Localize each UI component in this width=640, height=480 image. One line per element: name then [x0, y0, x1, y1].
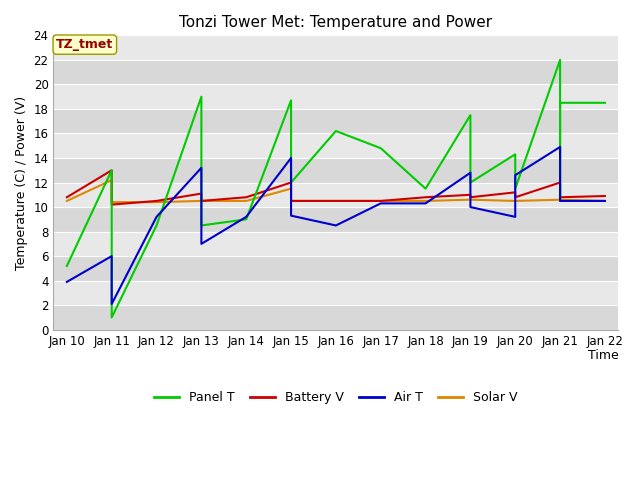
Text: TZ_tmet: TZ_tmet	[56, 38, 113, 51]
Air T	[556, 198, 564, 204]
Battery V	[556, 180, 564, 185]
Bar	[53, 158, 618, 182]
Battery V	[377, 198, 385, 204]
Panel T	[556, 57, 564, 63]
Panel T	[511, 151, 519, 157]
Battery V	[467, 194, 474, 200]
Panel T	[108, 168, 116, 173]
Air T	[108, 253, 116, 259]
Air T	[601, 198, 609, 204]
Panel T	[287, 180, 295, 185]
Air T	[287, 155, 295, 161]
X-axis label: Time: Time	[588, 349, 618, 362]
Battery V	[243, 194, 250, 200]
Solar V	[601, 198, 609, 204]
Solar V	[287, 186, 295, 192]
Bar	[53, 36, 618, 60]
Panel T	[287, 97, 295, 103]
Panel T	[198, 116, 205, 121]
Bar	[53, 305, 618, 330]
Battery V	[287, 181, 295, 187]
Legend: Panel T, Battery V, Air T, Solar V: Panel T, Battery V, Air T, Solar V	[150, 386, 522, 409]
Solar V	[153, 199, 161, 205]
Solar V	[63, 198, 70, 204]
Panel T	[108, 314, 116, 320]
Panel T	[422, 186, 429, 192]
Air T	[467, 204, 474, 210]
Battery V	[601, 193, 609, 199]
Panel T	[556, 100, 564, 106]
Panel T	[467, 112, 474, 118]
Battery V	[511, 190, 519, 195]
Battery V	[511, 194, 519, 200]
Panel T	[198, 223, 205, 228]
Panel T	[332, 128, 340, 134]
Panel T	[556, 198, 564, 204]
Panel T	[287, 137, 295, 143]
Air T	[108, 301, 116, 307]
Battery V	[108, 168, 116, 173]
Solar V	[556, 197, 564, 203]
Air T	[422, 201, 429, 206]
Solar V	[467, 197, 474, 203]
Solar V	[332, 198, 340, 204]
Bar	[53, 182, 618, 207]
Battery V	[467, 192, 474, 198]
Air T	[287, 213, 295, 218]
Line: Air T: Air T	[67, 147, 605, 304]
Battery V	[556, 194, 564, 200]
Air T	[198, 165, 205, 171]
Y-axis label: Temperature (C) / Power (V): Temperature (C) / Power (V)	[15, 96, 28, 270]
Air T	[153, 214, 161, 220]
Bar	[53, 231, 618, 256]
Bar	[53, 133, 618, 158]
Bar	[53, 281, 618, 305]
Bar	[53, 84, 618, 109]
Line: Battery V: Battery V	[67, 170, 605, 204]
Bar	[53, 256, 618, 281]
Battery V	[153, 198, 161, 204]
Air T	[63, 279, 70, 285]
Bar	[53, 109, 618, 133]
Battery V	[63, 194, 70, 200]
Solar V	[287, 187, 295, 193]
Solar V	[422, 198, 429, 204]
Bar	[53, 207, 618, 231]
Panel T	[243, 216, 250, 222]
Panel T	[153, 223, 161, 228]
Battery V	[422, 194, 429, 200]
Battery V	[287, 180, 295, 185]
Battery V	[287, 198, 295, 204]
Air T	[243, 214, 250, 220]
Solar V	[108, 177, 116, 183]
Solar V	[377, 198, 385, 204]
Battery V	[332, 198, 340, 204]
Air T	[198, 241, 205, 247]
Battery V	[198, 198, 205, 204]
Panel T	[198, 94, 205, 99]
Air T	[287, 171, 295, 177]
Panel T	[377, 145, 385, 151]
Bar	[53, 60, 618, 84]
Air T	[511, 172, 519, 178]
Title: Tonzi Tower Met: Temperature and Power: Tonzi Tower Met: Temperature and Power	[179, 15, 492, 30]
Air T	[377, 201, 385, 206]
Air T	[467, 170, 474, 176]
Battery V	[108, 202, 116, 207]
Air T	[511, 214, 519, 220]
Panel T	[511, 186, 519, 192]
Air T	[556, 144, 564, 150]
Solar V	[198, 198, 205, 204]
Solar V	[108, 199, 116, 205]
Panel T	[63, 263, 70, 269]
Line: Panel T: Panel T	[67, 60, 605, 317]
Solar V	[243, 198, 250, 204]
Solar V	[287, 198, 295, 204]
Line: Solar V: Solar V	[67, 180, 605, 202]
Air T	[332, 223, 340, 228]
Panel T	[601, 100, 609, 106]
Battery V	[198, 191, 205, 196]
Panel T	[467, 180, 474, 185]
Solar V	[511, 198, 519, 204]
